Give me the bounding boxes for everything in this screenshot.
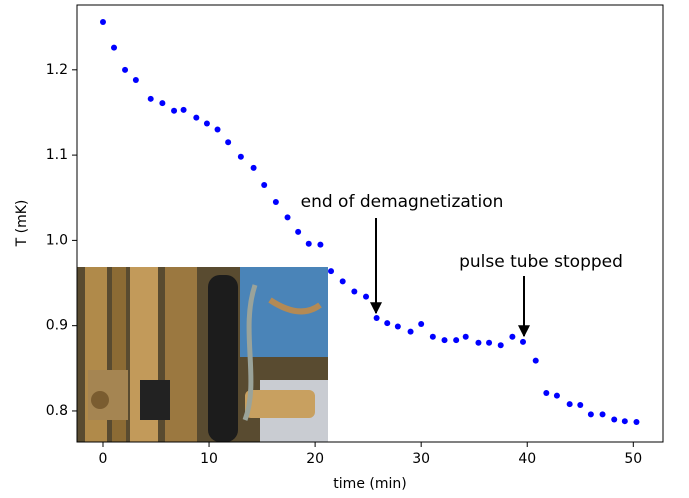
data-point	[462, 333, 469, 340]
data-point	[519, 338, 526, 345]
x-tick-label: 30	[412, 451, 430, 467]
data-point	[122, 66, 129, 73]
data-point	[497, 342, 504, 349]
y-tick-label: 0.8	[46, 403, 68, 419]
data-point	[180, 106, 187, 113]
annotation: pulse tube stopped	[459, 252, 623, 272]
data-point	[611, 416, 618, 423]
data-point	[317, 241, 324, 248]
annotation: end of demagnetization	[301, 192, 504, 212]
data-point	[363, 293, 370, 300]
data-point	[587, 411, 594, 418]
x-tick-label: 50	[624, 451, 642, 467]
data-point	[441, 337, 448, 344]
y-axis-label: T (mK)	[14, 200, 30, 248]
x-tick-label: 10	[200, 451, 218, 467]
data-point	[453, 337, 460, 344]
data-point	[532, 357, 539, 364]
data-point	[543, 390, 550, 397]
data-point	[132, 77, 139, 84]
data-point	[237, 153, 244, 160]
data-point	[225, 139, 232, 146]
data-point	[214, 126, 221, 133]
data-point	[295, 228, 302, 235]
y-tick-label: 0.9	[46, 318, 68, 334]
data-point	[351, 288, 358, 295]
data-point	[339, 278, 346, 285]
data-point	[147, 95, 154, 102]
data-point	[407, 328, 414, 335]
data-point	[553, 392, 560, 399]
x-tick-label: 0	[99, 451, 108, 467]
data-point	[621, 418, 628, 425]
x-tick-label: 40	[518, 451, 536, 467]
data-point	[384, 320, 391, 327]
data-point	[111, 44, 118, 51]
data-point	[475, 339, 482, 346]
data-point	[261, 181, 268, 188]
data-point	[509, 333, 516, 340]
y-tick-label: 1.1	[46, 147, 68, 163]
data-point	[599, 411, 606, 418]
data-point	[159, 100, 166, 107]
data-point	[99, 19, 106, 26]
y-tick-label: 1.2	[46, 62, 68, 78]
data-point	[577, 401, 584, 408]
data-point	[193, 114, 200, 121]
data-point	[566, 401, 573, 408]
data-point	[272, 199, 279, 206]
x-tick-label: 20	[306, 451, 324, 467]
data-point	[373, 314, 380, 321]
y-tick-label: 1.0	[46, 232, 68, 248]
data-point	[203, 120, 210, 127]
plot-frame	[76, 4, 664, 443]
data-point	[633, 419, 640, 426]
data-point	[284, 214, 291, 221]
data-point	[250, 164, 257, 171]
data-point	[429, 333, 436, 340]
data-point	[171, 107, 178, 114]
x-axis-label: time (min)	[333, 476, 406, 492]
data-point	[394, 323, 401, 330]
inset-photo	[77, 267, 328, 442]
data-point	[305, 240, 312, 247]
data-point	[328, 268, 335, 275]
data-point	[418, 320, 425, 327]
data-point	[486, 339, 493, 346]
